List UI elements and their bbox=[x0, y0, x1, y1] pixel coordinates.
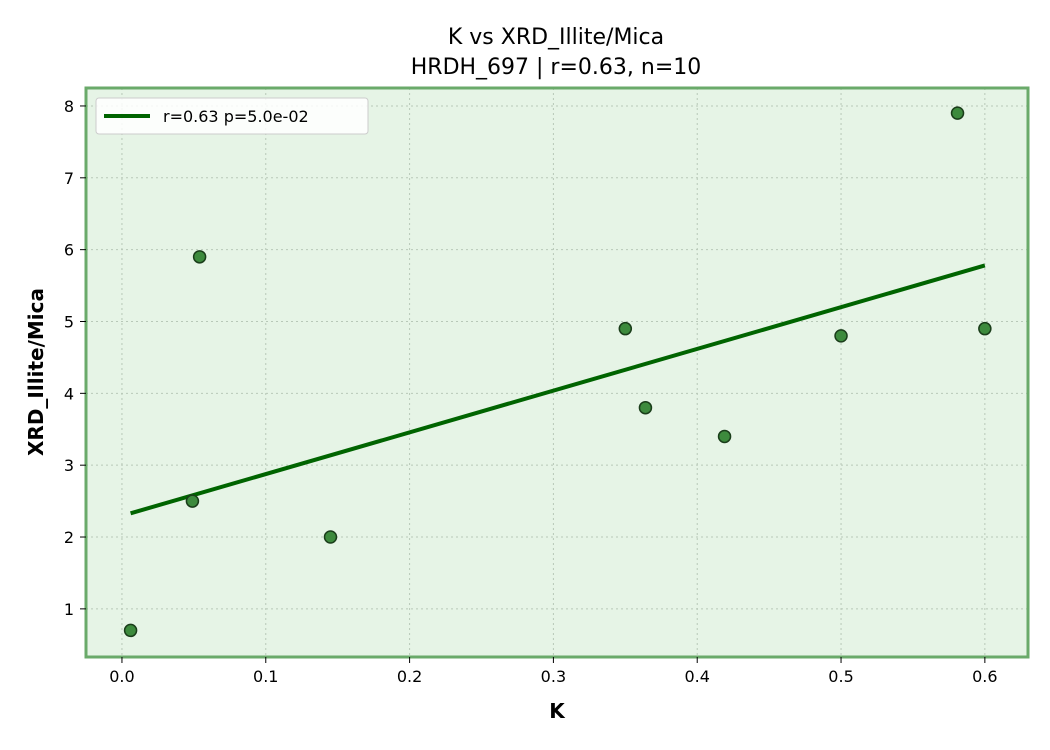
data-points bbox=[123, 106, 992, 638]
x-tick-label: 0.4 bbox=[684, 667, 709, 686]
fit-line bbox=[130, 263, 986, 516]
data-point bbox=[950, 106, 965, 120]
fit-line-group bbox=[130, 263, 986, 516]
x-axis-title: K bbox=[549, 699, 566, 723]
legend: r=0.63 p=5.0e-02 bbox=[95, 97, 369, 135]
data-point bbox=[323, 530, 338, 544]
y-tick-label: 1 bbox=[64, 600, 74, 619]
legend-label: r=0.63 p=5.0e-02 bbox=[163, 107, 309, 126]
data-point bbox=[123, 623, 138, 638]
y-tick-label: 8 bbox=[64, 97, 74, 116]
data-point bbox=[185, 494, 200, 508]
data-point bbox=[618, 321, 633, 336]
x-tick-label: 0.6 bbox=[972, 667, 997, 686]
plot-area bbox=[86, 88, 1028, 657]
grid-lines bbox=[86, 88, 1028, 657]
x-tick-label: 0.1 bbox=[253, 667, 278, 686]
data-point bbox=[717, 429, 732, 444]
data-point bbox=[834, 329, 848, 343]
y-axis-ticks: 1 2 3 4 5 6 7 8 bbox=[64, 97, 86, 619]
y-axis-title: XRD_Illite/Mica bbox=[24, 288, 48, 456]
y-tick-label: 3 bbox=[64, 456, 74, 475]
data-point bbox=[978, 321, 992, 336]
legend-box bbox=[95, 97, 369, 135]
x-tick-label: 0.5 bbox=[828, 667, 853, 686]
y-tick-label: 7 bbox=[64, 169, 74, 188]
chart-subtitle: HRDH_697 | r=0.63, n=10 bbox=[411, 55, 702, 80]
x-tick-label: 0.3 bbox=[541, 667, 566, 686]
chart-title: K vs XRD_Illite/Mica bbox=[448, 25, 664, 50]
x-tick-label: 0.0 bbox=[109, 667, 134, 686]
x-tick-label: 0.2 bbox=[397, 667, 422, 686]
plot-frame bbox=[84, 86, 1030, 659]
data-point bbox=[638, 400, 653, 415]
y-tick-label: 2 bbox=[64, 528, 74, 547]
data-point bbox=[192, 250, 207, 264]
y-tick-label: 6 bbox=[64, 241, 74, 260]
y-tick-label: 4 bbox=[64, 384, 74, 403]
x-axis-ticks: 0.0 0.1 0.2 0.3 0.4 0.5 0.6 bbox=[109, 657, 998, 686]
y-tick-label: 5 bbox=[64, 312, 74, 331]
